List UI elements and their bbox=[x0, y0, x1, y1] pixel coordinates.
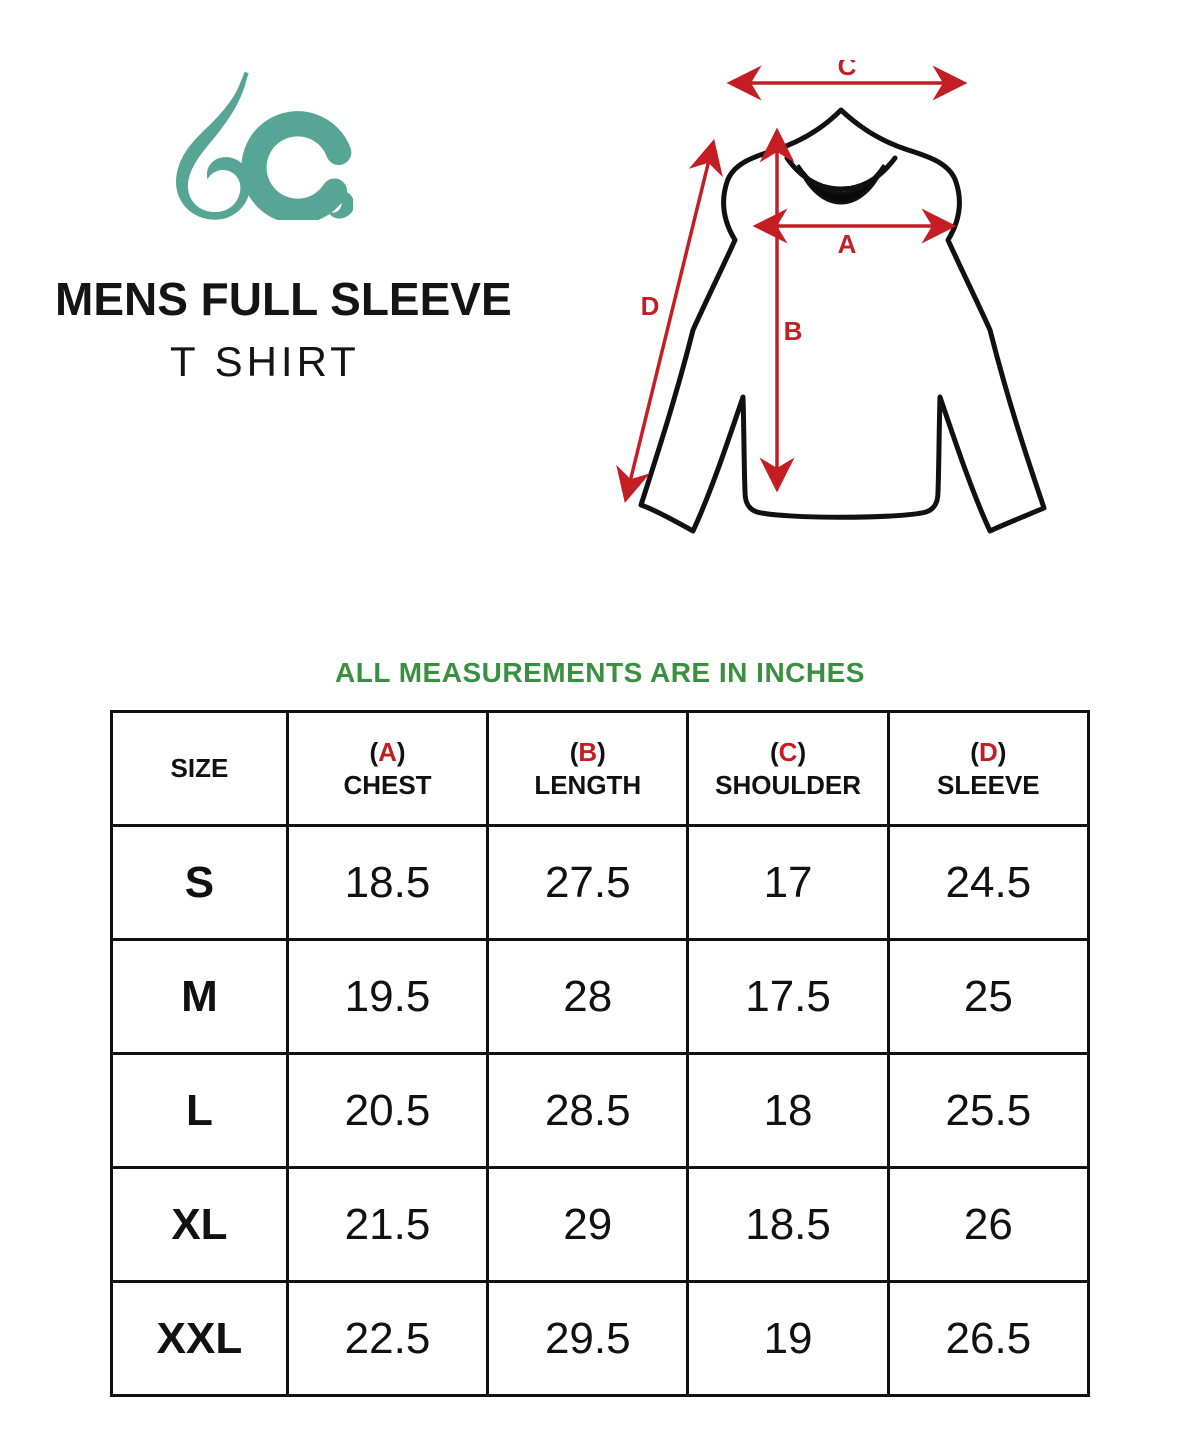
svg-text:D: D bbox=[641, 291, 660, 321]
svg-text:C: C bbox=[838, 60, 857, 81]
svg-text:A: A bbox=[838, 229, 857, 259]
svg-text:B: B bbox=[784, 316, 803, 346]
